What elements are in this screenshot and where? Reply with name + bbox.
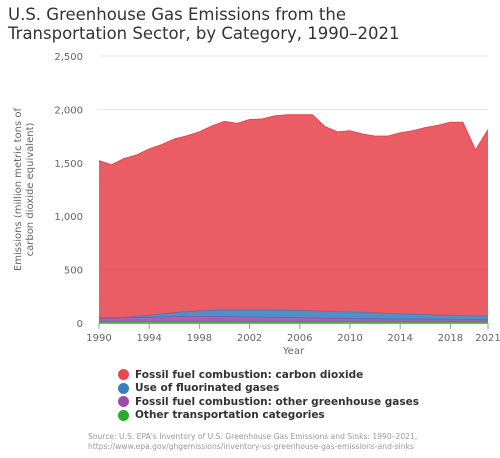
legend-item[interactable]: Other transportation categories (118, 409, 419, 422)
legend-swatch (118, 396, 129, 407)
x-tick-label: 2010 (337, 333, 362, 344)
x-tick-label: 1990 (86, 333, 111, 344)
x-tick-label: 1998 (187, 333, 212, 344)
x-tick-label: 2006 (287, 333, 312, 344)
y-axis-title-line-1: Emissions (million metric tons of (13, 107, 24, 271)
legend-item[interactable]: Fossil fuel combustion: carbon dioxide (118, 368, 419, 381)
y-tick-label: 500 (64, 266, 83, 277)
area-chart: 0 500 1,000 1,500 2,000 2,500 1990 1994 1998 2002… (13, 52, 500, 357)
x-tick-label: 2002 (237, 333, 262, 344)
y-tick-label: 2,000 (54, 105, 83, 116)
x-tick-label: 2014 (387, 333, 412, 344)
y-axis-title-line-2: carbon dioxide equivalent) (25, 123, 36, 257)
legend-swatch (118, 369, 129, 380)
x-tick-label: 2021 (475, 333, 500, 344)
source-line-1: Source: U.S. EPA's Inventory of U.S. Gre… (88, 432, 418, 441)
area-series (99, 309, 488, 320)
x-tick-label: 2018 (438, 333, 463, 344)
chart-title-line-1: U.S. Greenhouse Gas Emissions from the (8, 5, 346, 24)
source-line-2: https://www.epa.gov/ghgemissions/invento… (88, 442, 414, 451)
y-tick-label: 1,500 (54, 159, 83, 170)
y-tick-label: 0 (77, 319, 83, 330)
chart-legend: Fossil fuel combustion: carbon dioxide Us… (118, 368, 419, 422)
x-tick-label: 1994 (136, 333, 161, 344)
legend-label: Use of fluorinated gases (135, 382, 280, 394)
y-tick-label: 2,500 (54, 52, 83, 63)
legend-swatch (118, 382, 129, 394)
legend-item[interactable]: Use of fluorinated gases (118, 382, 419, 395)
area-series (99, 316, 488, 322)
x-axis-title: Year (282, 346, 305, 357)
series-line (98, 114, 489, 166)
legend-swatch (118, 409, 129, 421)
source-note: Source: U.S. EPA's Inventory of U.S. Gre… (88, 432, 498, 452)
chart-title: U.S. Greenhouse Gas Emissions from the T… (8, 5, 488, 43)
area-series (99, 114, 488, 318)
legend-item[interactable]: Fossil fuel combustion: other greenhouse… (118, 395, 419, 408)
legend-label: Other transportation categories (135, 409, 325, 421)
legend-label: Fossil fuel combustion: carbon dioxide (135, 368, 364, 381)
legend-label: Fossil fuel combustion: other greenhouse… (135, 395, 420, 408)
chart-title-line-2: Transportation Sector, by Category, 1990… (8, 24, 400, 43)
y-tick-label: 1,000 (54, 212, 83, 223)
